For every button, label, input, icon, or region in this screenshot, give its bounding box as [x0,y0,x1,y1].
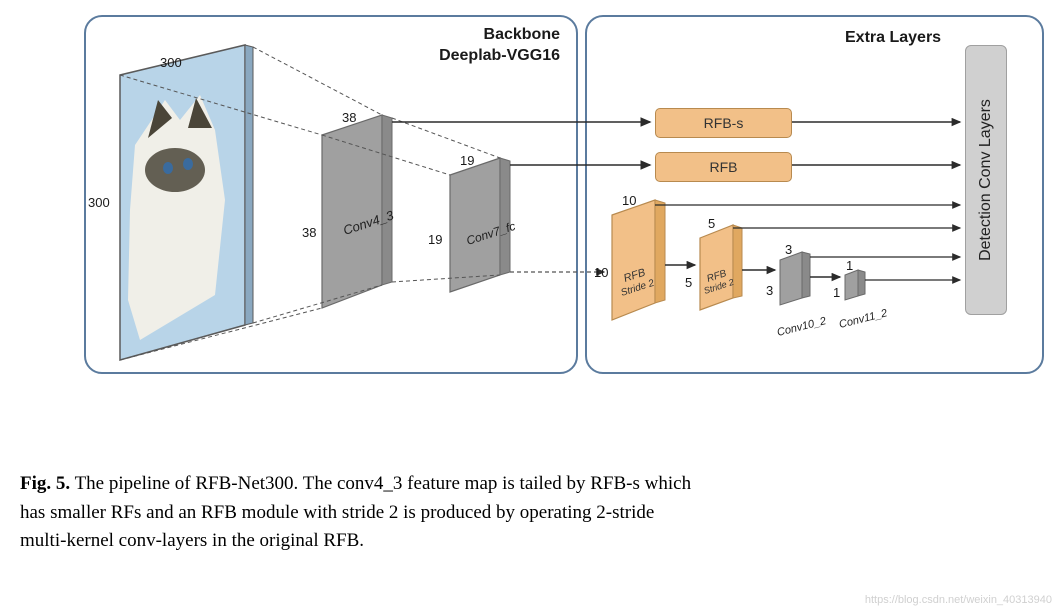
conv10-2-slab [780,252,810,305]
conv7-fc-slab: Conv7_fc [450,158,517,292]
svg-text:Conv11_2: Conv11_2 [838,307,889,331]
conv11-2-slab [845,270,865,300]
input-h-label: 300 [88,195,110,210]
caption-text3: multi-kernel conv-layers in the original… [20,530,364,551]
rfb-stride-slab-2: RFB Stride 2 [700,225,742,310]
rfb1-side: 10 [594,265,608,280]
conv7-fc-side: 19 [428,232,442,247]
svg-text:Conv10_2: Conv10_2 [776,315,828,339]
conv4-3-side: 38 [302,225,316,240]
rfb-s-box: RFB-s [655,108,792,138]
rfb-stride-slab-1: RFB Stride 2 [612,200,665,320]
conv10-side: 3 [766,283,773,298]
rfb1-top: 10 [622,193,636,208]
conv10-top: 3 [785,242,792,257]
conv11-side: 1 [833,285,840,300]
watermark: https://blog.csdn.net/weixin_40313940 [865,594,1052,606]
rfb2-side: 5 [685,275,692,290]
caption-text2: has smaller RFs and an RFB module with s… [20,502,654,523]
caption-text1: The pipeline of RFB-Net300. The conv4_3 … [75,473,692,494]
rfb-s-label: RFB-s [704,115,744,131]
detection-box: Detection Conv Layers [965,45,1007,315]
rfb-label: RFB [710,159,738,175]
figure-caption: Fig. 5. The pipeline of RFB-Net300. The … [20,470,1040,556]
input-slab [120,45,253,360]
caption-label: Fig. 5. [20,473,70,494]
rfb-box: RFB [655,152,792,182]
conv4-3-top: 38 [342,110,356,125]
rfb2-top: 5 [708,216,715,231]
input-w-label: 300 [160,55,182,70]
conv4-3-slab: Conv4_3 [322,115,396,308]
detection-label: Detection Conv Layers [977,99,995,261]
conv11-top: 1 [846,258,853,273]
conv7-fc-top: 19 [460,153,474,168]
